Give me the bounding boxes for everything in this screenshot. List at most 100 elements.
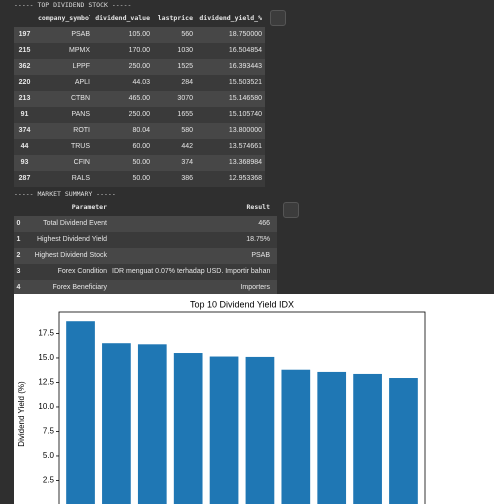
row [14,264,277,280]
cell: 15.146580 [228,95,262,102]
column-header: Parameter [71,203,107,211]
row-index: 1 [16,236,21,243]
row-index: 93 [20,159,29,166]
bar [66,321,95,504]
column-header: dividend_yield_% [199,14,262,22]
cell: 1525 [177,63,193,70]
row [14,139,265,155]
chart-title: Top 10 Dividend Yield IDX [190,299,294,309]
column-header: Result [246,203,270,211]
cell: 13.574661 [228,143,262,150]
bar [102,343,131,504]
row-index: 362 [18,63,31,70]
row [14,216,277,232]
row [14,123,265,139]
row-index: 220 [18,79,31,86]
cell: 465.00 [128,95,150,102]
cell: 50.00 [132,175,150,182]
cell: Forex Condition [57,268,107,275]
cell: 560 [181,31,193,38]
cell: 105.00 [128,31,150,38]
column-header: dividend_value [95,14,150,22]
cell: Forex Beneficiary [52,284,107,291]
row [14,107,265,123]
bar [209,356,239,504]
row [14,59,265,75]
cell: 442 [181,143,193,150]
section-title: ----- TOP DIVIDEND STOCK ----- [14,1,132,9]
y-axis-label: Dividend Yield (%) [17,381,26,447]
cell: 284 [181,79,193,86]
bar [137,344,167,504]
bar [173,353,203,504]
cell: 16.504854 [228,47,262,54]
bar [245,356,275,504]
row-index: 3 [16,268,21,275]
row-index: 197 [18,31,31,38]
y-tick-label: 5.0 [43,451,55,460]
y-tick-label: 7.5 [43,427,55,436]
row-index: 44 [20,143,29,150]
y-tick-label: 15.0 [38,353,54,362]
y-tick-label: 2.5 [43,476,55,485]
column-header: lastprice [157,14,193,22]
bar [317,371,347,504]
cell: CFIN [73,159,90,166]
cell: ROTI [73,127,90,134]
row-index: 287 [18,175,31,182]
cell: PSAB [71,31,90,38]
column-header: company_symbol [38,14,90,22]
cell: 374 [181,159,193,166]
cell: 60.00 [132,143,150,150]
cell: 18.750000 [228,31,262,38]
cell: 1030 [177,47,193,54]
cell: 250.00 [128,63,150,70]
cell: 15.503521 [228,79,262,86]
cell: Importers [240,284,270,291]
cell: IDR menguat 0.07% terhadap USD. Importir… [112,268,270,275]
cell: 580 [181,127,193,134]
cell: Highest Dividend Yield [36,236,107,243]
section-title: ----- MARKET SUMMARY ----- [14,190,116,198]
cell: 16.393443 [228,63,262,70]
cell: 44.03 [132,79,150,86]
cell: 386 [181,175,193,182]
row-index: 374 [18,127,31,134]
cell: LPPF [72,63,90,70]
cell: 250.00 [128,111,150,118]
row [14,232,277,248]
plot-frame [58,311,426,504]
row [14,91,265,107]
row [14,75,265,91]
row [14,280,277,296]
row [14,155,265,171]
cell: 50.00 [132,159,150,166]
cell: RALS [71,175,90,182]
row-index: 91 [20,111,29,118]
cell: Highest Dividend Stock [34,252,107,259]
cell: 3070 [177,95,193,102]
cell: 12.953368 [228,175,262,182]
row-index: 2 [16,252,21,259]
cell: 466 [258,220,270,227]
row-index: 215 [18,47,31,54]
wand-icon[interactable] [283,202,299,218]
cell: 1655 [177,111,193,118]
y-tick-label: 17.5 [38,329,54,338]
cell: Total Dividend Event [43,220,107,227]
cell: PANS [71,111,90,118]
cell: MPMX [69,47,90,54]
cell: 13.368984 [228,159,262,166]
row [14,248,277,264]
cell: 15.105740 [228,111,262,118]
bar [353,373,382,504]
row-index: 213 [18,95,31,102]
cell: APLI [74,79,90,86]
cell: 170.00 [128,47,150,54]
table-icon[interactable] [270,10,286,26]
cell: TRUS [70,143,90,150]
cell: 18.75% [246,236,270,243]
row-index: 4 [16,284,21,291]
